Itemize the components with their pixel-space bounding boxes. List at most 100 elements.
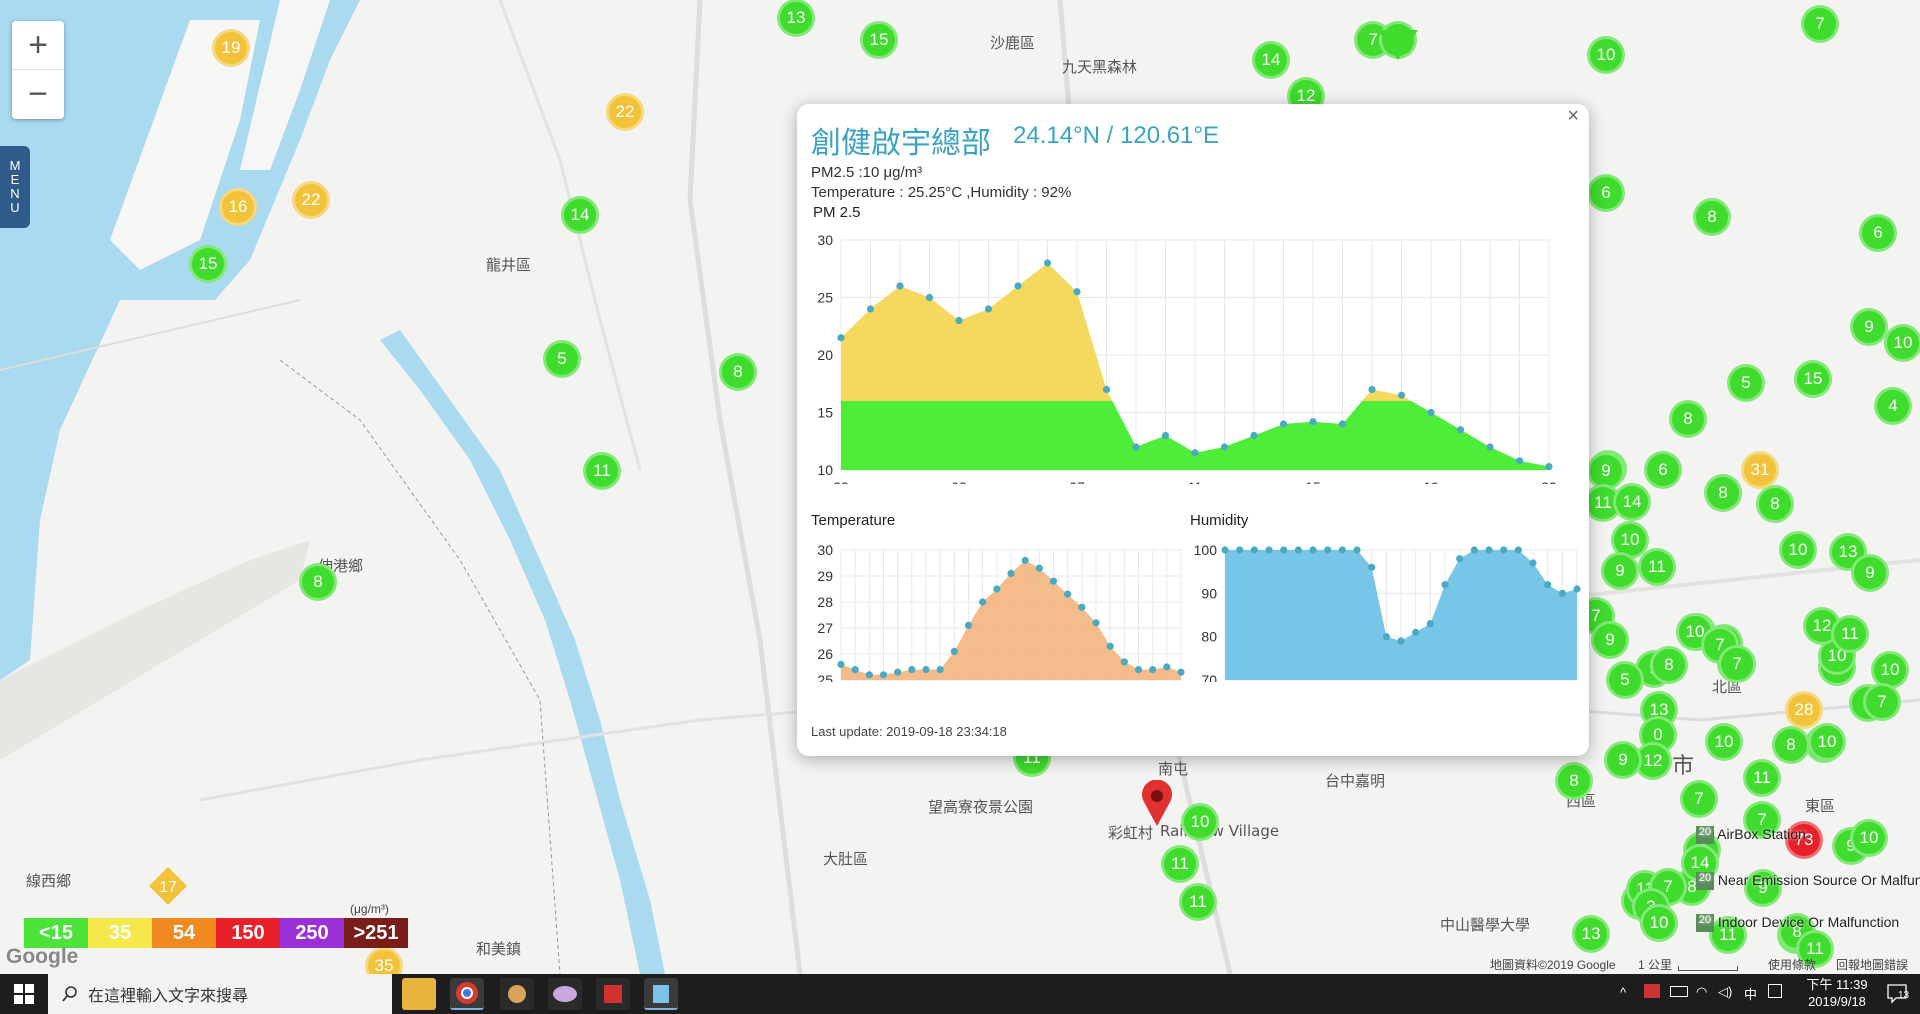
sensor-cluster-marker[interactable]: 11: [1161, 845, 1199, 883]
app-icon[interactable]: [500, 978, 534, 1010]
sensor-cluster-marker[interactable]: 7: [1743, 801, 1781, 839]
sensor-cluster-marker[interactable]: 8: [1693, 198, 1731, 236]
sensor-cluster-marker[interactable]: 7: [1801, 5, 1839, 43]
sensor-cluster-marker[interactable]: 13: [1829, 533, 1867, 571]
sensor-cluster-marker[interactable]: 9: [1851, 554, 1889, 592]
sensor-cluster-marker[interactable]: 73: [1785, 821, 1823, 859]
sensor-cluster-marker[interactable]: 15: [189, 245, 227, 283]
popup-close-button[interactable]: ×: [1567, 105, 1579, 127]
sensor-cluster-marker[interactable]: 10: [1587, 36, 1625, 74]
data-point: [1545, 462, 1553, 471]
system-tray: ^ ◠ ◁) 中 下午 11:39 2019/9/18 13: [1620, 974, 1920, 1014]
sensor-cluster-marker[interactable]: 11: [1831, 615, 1869, 653]
chevron-up-icon[interactable]: ^: [1620, 985, 1627, 1000]
sensor-cluster-marker[interactable]: 5: [1606, 661, 1644, 699]
sensor-cluster-marker[interactable]: 10: [1640, 904, 1678, 942]
sensor-cluster-marker[interactable]: 8: [1669, 400, 1707, 438]
sensor-cluster-marker[interactable]: 11: [1709, 916, 1747, 954]
sensor-cluster-marker[interactable]: 13: [1572, 915, 1610, 953]
sensor-cluster-marker[interactable]: 7: [1680, 780, 1718, 818]
battery-icon[interactable]: [1670, 986, 1688, 997]
sensor-cluster-marker[interactable]: 10: [1808, 723, 1846, 761]
data-point: [922, 666, 930, 674]
sensor-cluster-marker[interactable]: 7: [1863, 683, 1901, 721]
sensor-cluster-marker[interactable]: 14: [561, 196, 599, 234]
sensor-cluster-marker[interactable]: 9: [1601, 552, 1639, 590]
legend-item: <15: [24, 918, 88, 948]
menu-letter: M: [9, 158, 21, 173]
selected-location-pin-icon[interactable]: [1140, 780, 1174, 828]
sensor-cluster-marker[interactable]: 14: [1252, 41, 1290, 79]
sensor-cluster-marker[interactable]: 11: [583, 452, 621, 490]
temp-chart-label: Temperature: [811, 512, 896, 529]
sensor-cluster-marker[interactable]: 22: [292, 181, 330, 219]
sensor-cluster-marker[interactable]: 4: [1874, 387, 1912, 425]
data-point: [1324, 546, 1332, 554]
data-point: [936, 666, 944, 674]
sensor-cluster-marker[interactable]: 5: [1727, 364, 1765, 402]
map-canvas[interactable]: 沙鹿區 龍井區 伸港鄉 線西鄉 大肚區 望高寮夜景公園 彩虹村 Rainbow …: [0, 0, 1920, 974]
sensor-cluster-marker[interactable]: 6: [1587, 174, 1625, 212]
sensor-cluster-marker[interactable]: 6: [1859, 214, 1897, 252]
sensor-cluster-marker[interactable]: 14: [1613, 483, 1651, 521]
sensor-cluster-marker[interactable]: 9: [1850, 308, 1888, 346]
wifi-icon[interactable]: ◠: [1696, 984, 1708, 999]
sensor-cluster-marker[interactable]: 10: [1779, 531, 1817, 569]
zoom-in-button[interactable]: +: [12, 21, 64, 70]
temp-humidity-reading: Temperature : 25.25°C ,Humidity : 92%: [811, 184, 1072, 201]
sketchup-icon[interactable]: [596, 978, 630, 1010]
notification-center[interactable]: 13: [1886, 982, 1912, 1004]
sensor-cluster-marker[interactable]: 8: [1650, 646, 1688, 684]
keyboard-icon[interactable]: [1768, 984, 1782, 998]
sensor-cluster-marker[interactable]: 13: [777, 0, 815, 37]
antivirus-icon[interactable]: [1644, 984, 1660, 998]
report-error-link[interactable]: 回報地圖錯誤: [1836, 958, 1909, 972]
sensor-cluster-marker[interactable]: 9: [1604, 741, 1642, 779]
taskbar-search-input[interactable]: 在這裡輸入文字來搜尋: [48, 974, 392, 1014]
map-data-attribution[interactable]: 地圖資料©2019 Google: [1490, 958, 1616, 972]
sensor-cluster-marker[interactable]: 16: [219, 188, 257, 226]
diamond-marker-icon[interactable]: 17: [148, 866, 188, 906]
sensor-cluster-marker[interactable]: 10: [1884, 324, 1920, 362]
sensor-cluster-marker[interactable]: 10: [1705, 723, 1743, 761]
chrome-icon[interactable]: [450, 978, 484, 1010]
sensor-cluster-marker[interactable]: 8: [719, 353, 757, 391]
sensor-cluster-marker[interactable]: 22: [606, 93, 644, 131]
zoom-out-button[interactable]: −: [28, 75, 48, 113]
sensor-cluster-marker[interactable]: 35: [365, 947, 403, 974]
start-button[interactable]: [0, 974, 48, 1014]
sensor-cluster-marker[interactable]: 9: [1591, 621, 1629, 659]
sensor-cluster-marker[interactable]: 8: [1772, 726, 1810, 764]
sensor-cluster-marker[interactable]: 5: [543, 340, 581, 378]
data-point: [1177, 668, 1185, 676]
app-icon-2[interactable]: [644, 978, 678, 1010]
terms-link[interactable]: 使用條款: [1768, 958, 1817, 972]
sensor-cluster-marker[interactable]: 10: [1181, 803, 1219, 841]
data-point: [1220, 443, 1229, 451]
sensor-cluster-marker[interactable]: 11: [1638, 548, 1676, 586]
paint-icon[interactable]: [548, 978, 582, 1010]
triangle-marker-icon[interactable]: [1376, 28, 1420, 62]
sensor-cluster-marker[interactable]: 8: [299, 563, 337, 601]
sensor-cluster-marker[interactable]: 7: [1718, 645, 1756, 683]
sensor-cluster-marker[interactable]: 6: [1644, 451, 1682, 489]
sensor-cluster-marker[interactable]: 15: [1794, 360, 1832, 398]
sensor-cluster-marker[interactable]: 31: [1741, 451, 1779, 489]
sensor-cluster-marker[interactable]: 11: [1179, 883, 1217, 921]
sensor-cluster-marker[interactable]: 11: [1796, 930, 1834, 968]
sensor-cluster-marker[interactable]: 9: [1744, 869, 1782, 907]
sensor-cluster-marker[interactable]: 15: [860, 21, 898, 59]
sensor-cluster-marker[interactable]: 8: [1555, 762, 1593, 800]
sensor-cluster-marker[interactable]: 28: [1785, 691, 1823, 729]
ime-indicator[interactable]: 中: [1744, 987, 1758, 1002]
sensor-cluster-marker[interactable]: 19: [212, 29, 250, 67]
sensor-cluster-marker[interactable]: 11: [1743, 759, 1781, 797]
volume-icon[interactable]: ◁): [1718, 984, 1733, 999]
clock[interactable]: 下午 11:39 2019/9/18: [1806, 977, 1868, 1009]
sensor-cluster-marker[interactable]: 10: [1871, 651, 1909, 689]
sensor-cluster-marker[interactable]: 8: [1704, 474, 1742, 512]
sensor-cluster-marker[interactable]: 8: [1756, 485, 1794, 523]
file-explorer-icon[interactable]: [402, 978, 436, 1010]
sensor-cluster-marker[interactable]: 10: [1850, 819, 1888, 857]
